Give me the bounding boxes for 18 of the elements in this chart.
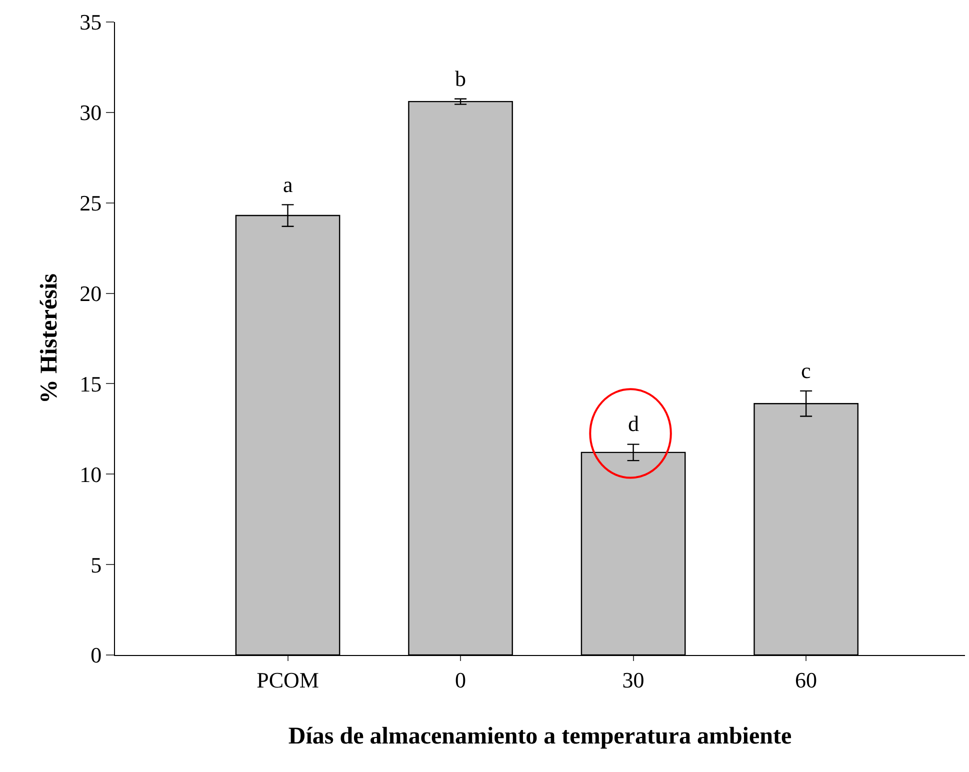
x-tick-label: 60 [795, 667, 818, 692]
y-tick-label: 25 [80, 190, 102, 216]
x-tick-label: 30 [622, 667, 644, 692]
data-label: b [455, 66, 466, 91]
data-label: d [628, 411, 639, 436]
x-axis-title: Días de almacenamiento a temperatura ambiente [288, 724, 792, 750]
x-tick-label: PCOM [256, 667, 319, 692]
y-tick-label: 5 [90, 552, 102, 578]
y-tick-label: 10 [80, 462, 102, 487]
y-tick-label: 20 [80, 280, 102, 306]
x-tick-label: 0 [455, 667, 466, 692]
y-axis-title: % Histerésis [36, 274, 63, 404]
y-tick-label: 15 [80, 371, 102, 396]
y-tick-label: 30 [80, 100, 102, 126]
y-tick-label: 35 [80, 10, 102, 35]
y-tick-label: 0 [90, 642, 102, 668]
data-label: c [801, 358, 811, 383]
data-label: a [283, 172, 293, 197]
